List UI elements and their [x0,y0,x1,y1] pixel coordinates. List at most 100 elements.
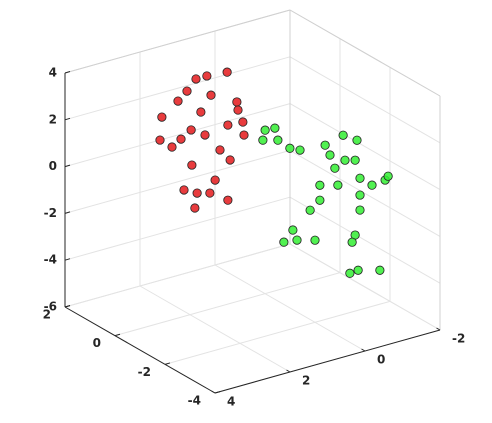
point [167,142,177,152]
point [352,135,362,145]
grid-line [164,300,391,365]
point [285,143,295,153]
point [305,205,315,215]
x-tick-label: 2 [302,374,310,388]
point [345,268,355,278]
tick-mark [114,333,121,337]
x-tick-label: -2 [452,332,465,346]
x-tick-label: 0 [377,353,385,367]
point [182,86,192,96]
point [288,225,298,235]
grid-line [64,243,291,308]
point [215,145,225,155]
point [190,203,200,213]
point [210,175,220,185]
grid-line [139,285,291,373]
point [186,125,196,135]
tick-mark [361,348,366,352]
grid-line [114,272,341,337]
point [315,195,325,205]
grid-line [214,264,366,352]
point [325,150,335,160]
y-tick-label: -4 [188,394,201,408]
tick-mark [211,390,216,394]
z-tick-label: 0 [49,159,57,173]
grid-line [289,243,441,331]
point [258,135,268,145]
point [292,235,302,245]
z-tick-label: 2 [49,112,57,126]
point [353,265,363,275]
point [173,96,183,106]
point [350,155,360,165]
point [273,135,283,145]
point [223,120,233,130]
point [206,90,216,100]
point [295,145,305,155]
grid-line [289,56,441,144]
y-tick-label: 0 [93,336,101,350]
x-axis [214,329,441,394]
point [260,125,270,135]
tick-mark [64,117,71,121]
point [205,188,215,198]
point [315,180,325,190]
point [179,185,189,195]
tick-mark [286,369,291,373]
grid-line [64,149,291,214]
point [222,67,232,77]
point [191,74,201,84]
y-tick-label: -2 [138,365,151,379]
tick-mark [436,327,441,331]
grid-line [289,103,441,191]
grid-line [64,196,291,261]
point [355,205,365,215]
point [320,140,330,150]
point [202,71,212,81]
y-tick-label: 2 [43,308,51,322]
point [355,173,365,183]
point [310,235,320,245]
point [223,195,233,205]
point [279,237,289,247]
grid-line [289,196,441,284]
point [225,155,235,165]
tick-mark [64,305,71,308]
point [157,112,167,122]
point [200,130,210,140]
z-tick-label: -2 [44,206,57,220]
point [330,163,340,173]
point [355,190,365,200]
point [270,123,280,133]
tick-mark [64,71,71,74]
grid-line [64,103,291,168]
grid-line [289,149,441,237]
point [340,155,350,165]
point [383,171,393,181]
grid-line [64,56,291,121]
tick-mark [64,211,71,214]
point [176,134,186,144]
point [232,97,242,107]
point [196,107,206,117]
point [187,160,197,170]
point [375,265,385,275]
tick-mark [214,391,221,394]
point [233,105,243,115]
y-axis [64,306,216,394]
point [338,130,348,140]
z-tick-label: 4 [49,66,57,80]
point [238,117,248,127]
point [192,188,202,198]
box-edge [64,9,291,74]
point [239,130,249,140]
tick-mark [64,164,71,168]
point [347,237,357,247]
point [155,135,165,145]
z-tick-label: -4 [44,253,57,267]
point [333,180,343,190]
box-edge [289,9,441,97]
tick-mark [164,362,171,365]
z-tick-label: -6 [44,300,57,314]
